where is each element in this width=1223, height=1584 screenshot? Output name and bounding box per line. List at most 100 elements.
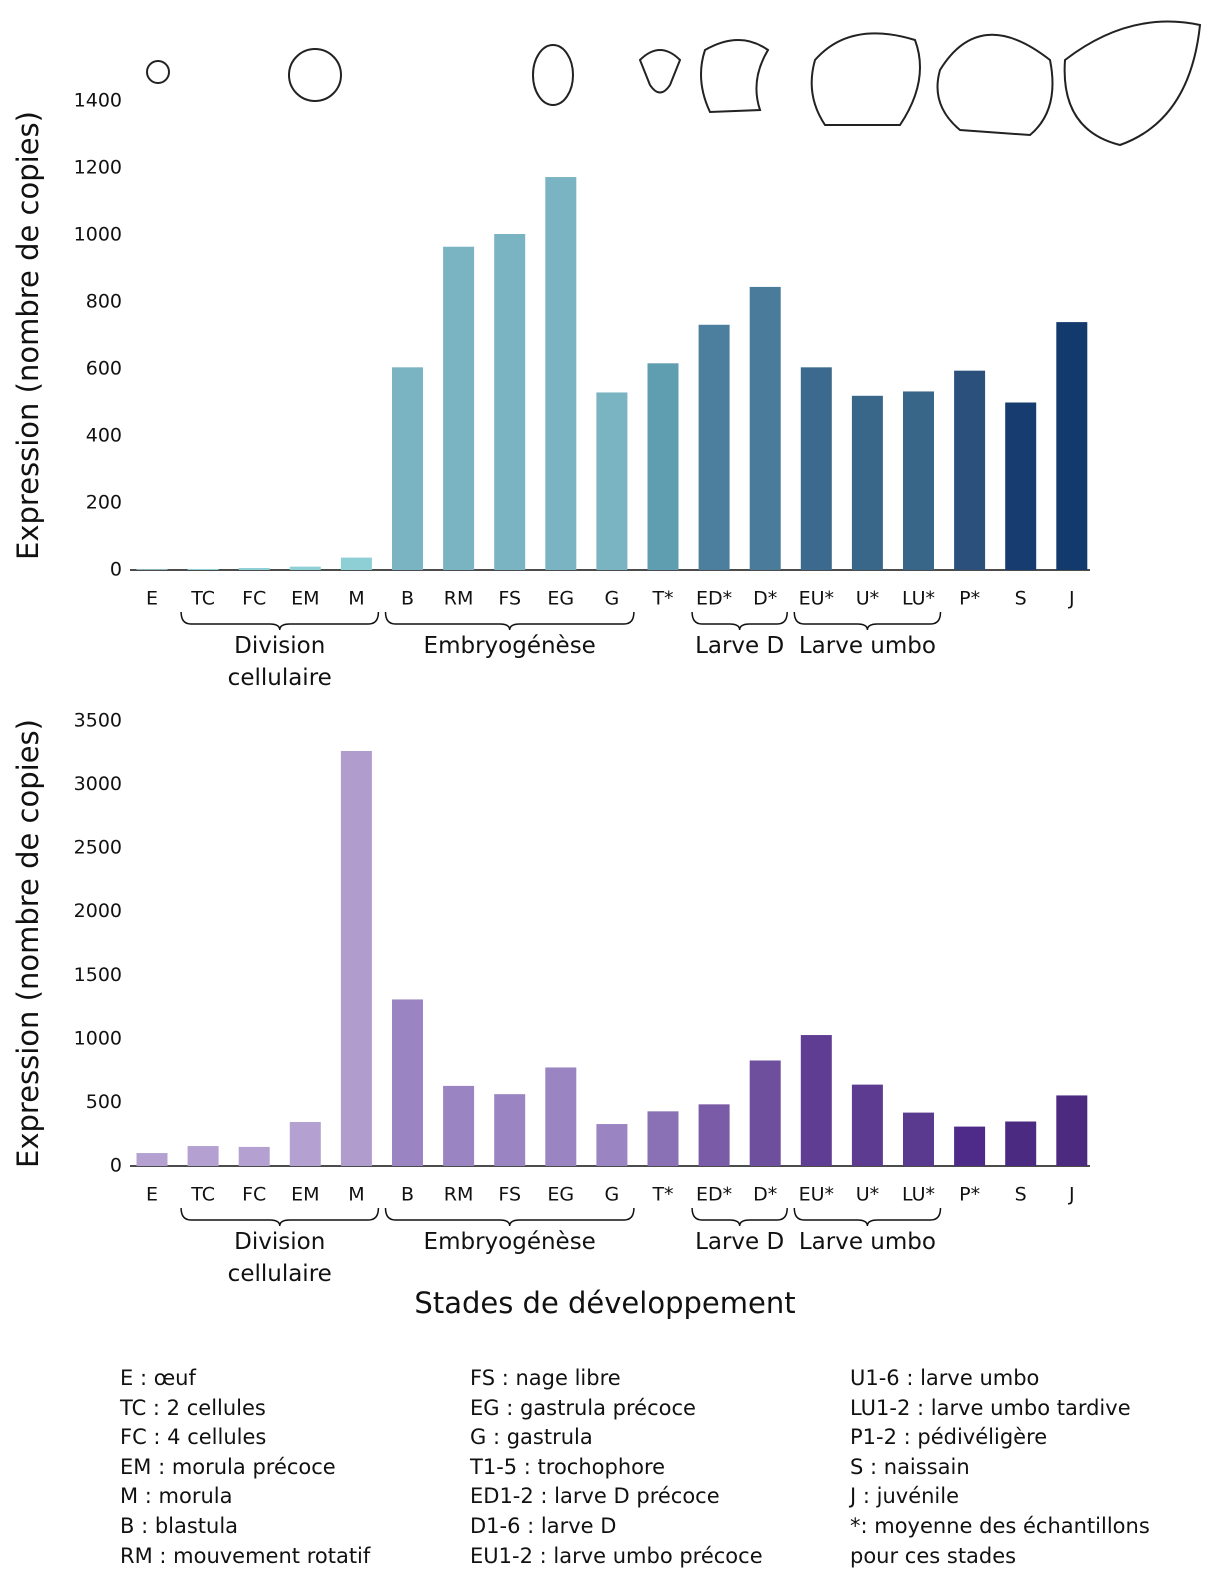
x-tick-label: T* — [651, 1184, 673, 1206]
y-tick-label: 500 — [86, 1091, 122, 1113]
y-tick-label: 3500 — [74, 710, 122, 732]
x-tick-label: U* — [856, 588, 879, 610]
group-label: Division cellulaire — [227, 1229, 332, 1287]
group-bracket — [691, 1207, 788, 1227]
x-tick-label: FC — [242, 588, 266, 610]
x-tick-label: EG — [547, 1184, 574, 1206]
chart: Expression (nombre de copies) 0 200 400 600 8… — [11, 20, 1202, 1320]
x-tick-label: E — [146, 1184, 158, 1206]
bar — [851, 395, 883, 570]
x-tick-label: ED* — [696, 588, 732, 610]
x-tick-label: S — [1015, 588, 1027, 610]
x-tick-label: EG — [547, 588, 574, 610]
bar — [647, 363, 679, 570]
note-line: E : œuf — [120, 1366, 196, 1390]
y-tick-label: 3000 — [74, 773, 122, 795]
y-tick-label: 2500 — [74, 837, 122, 859]
x-tick-label: LU* — [902, 1184, 935, 1206]
note-line: pour ces stades — [850, 1543, 1017, 1568]
x-axis-title: Stades de développement — [414, 1286, 795, 1320]
note-line: M : morula — [120, 1484, 233, 1509]
x-tick-label: EU* — [799, 1184, 834, 1206]
bar — [545, 177, 577, 571]
bar — [1056, 322, 1088, 570]
x-tick-label: G — [605, 588, 620, 610]
note-line: LU1-2 : larve umbo tardive — [850, 1395, 1131, 1420]
note-line: U1-6 : larve umbo — [850, 1366, 1040, 1390]
bar — [698, 324, 730, 570]
note-line: *: moyenne des échantillons — [850, 1514, 1150, 1538]
y-axis-title: Expression (nombre de copies) — [11, 719, 45, 1168]
y-tick-label: 800 — [86, 291, 122, 313]
group-bracket — [691, 611, 788, 631]
x-tick-label: J — [1068, 588, 1075, 610]
bar — [800, 367, 832, 570]
bar — [289, 1122, 321, 1166]
note-line: EG : gastrula précoce — [470, 1395, 696, 1420]
x-tick-label: S — [1015, 1184, 1027, 1206]
group-bracket — [793, 1207, 942, 1227]
y-tick-label: 1500 — [74, 964, 122, 986]
bar — [1005, 402, 1037, 570]
bar — [1056, 1095, 1088, 1166]
bar — [800, 1035, 832, 1166]
y-tick-label: 1000 — [74, 1027, 122, 1049]
bar — [596, 1124, 628, 1166]
note-line: G : gastrula — [470, 1425, 593, 1450]
bar — [238, 567, 270, 570]
note-line: EU1-2 : larve umbo précoce — [470, 1543, 763, 1568]
bar — [392, 999, 423, 1166]
x-tick-label: TC — [190, 1184, 215, 1206]
x-tick-label: E — [146, 588, 158, 610]
group-label: Larve umbo — [798, 1229, 936, 1255]
group-label: Larve D — [695, 1229, 785, 1255]
bar — [749, 1060, 781, 1166]
x-tick-label: RM — [444, 1184, 474, 1206]
note-line: P1-2 : pédivéligère — [850, 1425, 1048, 1450]
x-tick-label: P* — [959, 588, 980, 610]
y-tick-label: 1000 — [74, 224, 122, 246]
y-tick-label: 600 — [86, 358, 122, 380]
bar — [903, 1112, 934, 1166]
x-tick-label: P* — [959, 1184, 980, 1206]
group-bracket — [180, 611, 380, 631]
bar — [954, 370, 986, 570]
bar — [187, 568, 219, 570]
x-tick-label: B — [401, 1184, 414, 1206]
note-line: FS : nage libre — [470, 1366, 621, 1390]
bar — [494, 233, 526, 570]
group-label: Division cellulaire — [227, 633, 332, 691]
bar — [187, 1146, 219, 1166]
bar — [340, 751, 372, 1166]
bar — [647, 1111, 679, 1166]
note-line: FC : 4 cellules — [120, 1425, 267, 1450]
x-tick-label: M — [348, 1184, 364, 1206]
note-line: J : juvénile — [850, 1484, 960, 1509]
y-tick-label: 0 — [110, 559, 122, 581]
bar — [289, 566, 321, 570]
note-line: TC : 2 cellules — [120, 1395, 266, 1420]
x-tick-label: LU* — [902, 588, 935, 610]
bar — [596, 392, 628, 570]
x-tick-label: D* — [753, 588, 777, 610]
x-tick-label: FC — [242, 1184, 266, 1206]
y-axis-title: Expression (nombre de copies) — [11, 111, 45, 560]
note-line: ED1-2 : larve D précoce — [470, 1484, 720, 1509]
x-tick-label: EM — [291, 588, 319, 610]
note-line: D1-6 : larve D — [470, 1514, 617, 1538]
bar — [1005, 1121, 1037, 1166]
bar — [698, 1104, 730, 1166]
x-tick-label: TC — [190, 588, 215, 610]
bar — [340, 557, 372, 570]
y-tick-label: 400 — [86, 425, 122, 447]
x-tick-label: B — [401, 588, 414, 610]
x-tick-label: J — [1068, 1184, 1075, 1206]
bar — [443, 246, 475, 570]
bar — [851, 1084, 883, 1166]
x-tick-label: T* — [651, 588, 673, 610]
note-line: RM : mouvement rotatif — [120, 1543, 371, 1568]
x-tick-label: EU* — [799, 588, 834, 610]
bar — [494, 1094, 526, 1166]
bar — [443, 1085, 475, 1166]
